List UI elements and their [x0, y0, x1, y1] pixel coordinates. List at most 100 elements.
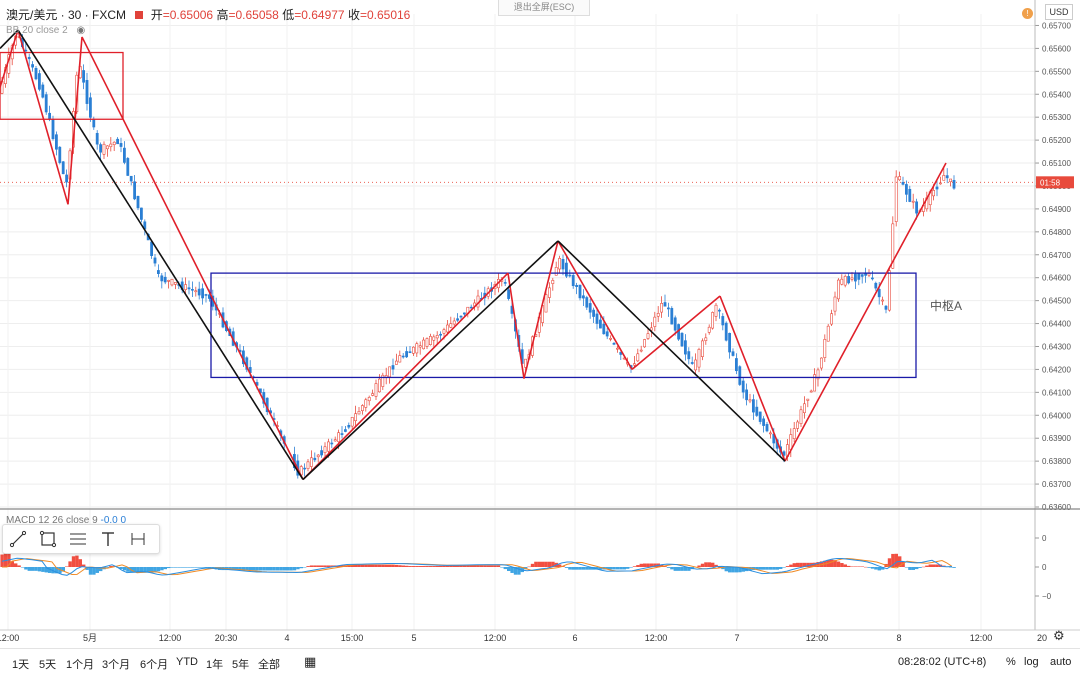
candle-body: [51, 119, 55, 140]
macd-histogram-bar: [721, 567, 725, 570]
macd-histogram-bar: [340, 565, 344, 567]
candle-body: [330, 442, 334, 445]
red-stroke: [17, 29, 69, 205]
macd-histogram-bar: [275, 567, 280, 571]
range-button-7[interactable]: 5年: [232, 659, 250, 671]
macd-histogram-bar: [745, 567, 749, 572]
price-chart[interactable]: 中枢A 0.657000.656000.655000.654000.653000…: [0, 0, 1080, 648]
macd-histogram-bar: [643, 563, 647, 567]
black-stroke: [557, 240, 786, 462]
candle-body: [452, 320, 456, 325]
candle-body: [694, 359, 698, 371]
range-button-4[interactable]: 6个月: [140, 659, 169, 671]
macd-histogram-bar: [785, 566, 790, 567]
macd-histogram-bar: [629, 567, 633, 568]
settings-gear-icon[interactable]: ⚙: [1053, 628, 1065, 643]
candle-body: [343, 429, 347, 432]
candle-body: [544, 294, 548, 313]
macd-histogram-bar: [204, 567, 208, 568]
macd-histogram-bar: [190, 567, 195, 568]
time-tick-label: 20:30: [215, 633, 238, 643]
candle-body: [612, 343, 616, 345]
range-button-1[interactable]: 5天: [39, 659, 57, 671]
log-toggle[interactable]: log: [1024, 656, 1039, 668]
candle-body: [680, 332, 684, 347]
candle-body: [666, 307, 670, 310]
candle-body: [782, 451, 786, 456]
macd-histogram-bar: [558, 564, 562, 567]
macd-tick-label: −0: [1042, 592, 1052, 601]
eye-icon[interactable]: ◉: [76, 25, 86, 36]
macd-histogram-bar: [184, 567, 188, 568]
currency-button[interactable]: USD: [1045, 4, 1073, 20]
measure-tool[interactable]: [123, 525, 153, 553]
macd-histogram-bar: [782, 567, 786, 568]
macd-histogram-bar: [915, 567, 919, 570]
candle-body: [309, 457, 313, 467]
macd-histogram-bar: [65, 566, 69, 567]
macd-histogram-bar: [595, 567, 599, 570]
candle-body: [150, 241, 154, 256]
trend-line-tool[interactable]: [3, 525, 33, 553]
indicator-label[interactable]: BB 20 close 2 ◉: [6, 25, 85, 36]
rectangle-tool[interactable]: [33, 525, 63, 553]
candle-body: [755, 406, 759, 416]
macd-histogram-bar: [857, 566, 861, 567]
macd-histogram-bar: [442, 565, 446, 567]
red-stroke: [523, 240, 559, 379]
macd-histogram-bar: [796, 562, 800, 567]
macd-histogram-bar: [313, 565, 317, 567]
macd-histogram-bar: [806, 562, 810, 567]
macd-histogram-bar: [432, 566, 436, 567]
range-button-3[interactable]: 3个月: [102, 659, 131, 671]
macd-histogram-bar: [255, 567, 259, 571]
macd-histogram-bar: [439, 565, 443, 567]
alert-icon[interactable]: !: [1022, 8, 1033, 19]
macd-histogram-bar: [405, 565, 409, 567]
candle-body: [367, 397, 371, 402]
macd-histogram-bar: [422, 566, 426, 567]
price-tick-label: 0.64300: [1042, 342, 1071, 351]
macd-histogram-bar: [609, 567, 613, 570]
auto-toggle[interactable]: auto: [1050, 656, 1072, 668]
symbol-title[interactable]: 澳元/美元 · 30 · FXCM: [6, 8, 127, 22]
exit-fullscreen-button[interactable]: 退出全屏(ESC): [498, 0, 590, 16]
macd-histogram-bar: [153, 567, 157, 573]
macd-histogram-bar: [150, 567, 154, 573]
price-tick-label: 0.63600: [1042, 503, 1071, 512]
measure-icon: [131, 533, 145, 545]
macd-histogram-bar: [78, 559, 82, 567]
candle-body: [932, 190, 936, 197]
candle-body: [503, 282, 507, 284]
macd-histogram-bar: [462, 565, 467, 567]
candle-body: [381, 374, 385, 387]
range-button-0[interactable]: 1天: [12, 659, 30, 671]
range-button-5[interactable]: YTD: [176, 656, 198, 668]
macd-histogram-bar: [75, 555, 79, 567]
time-tick-label: 6: [572, 633, 577, 643]
calendar-icon[interactable]: ▦: [304, 654, 317, 669]
candle-body: [326, 441, 330, 452]
macd-label[interactable]: MACD 12 26 close 9 -0.0 0: [6, 515, 126, 526]
text-tool[interactable]: [93, 525, 123, 553]
macd-histogram-bar: [802, 562, 807, 567]
macd-histogram-bar: [17, 565, 21, 567]
macd-histogram-bar: [299, 567, 303, 569]
macd-histogram-bar: [775, 567, 779, 570]
candle-body: [340, 433, 344, 435]
percent-toggle[interactable]: %: [1006, 656, 1016, 668]
range-button-6[interactable]: 1年: [206, 659, 224, 671]
range-button-2[interactable]: 1个月: [66, 659, 95, 671]
price-tick-label: 0.65500: [1042, 67, 1071, 76]
candle-body: [153, 257, 157, 264]
macd-line: [1, 557, 953, 576]
candle-body: [823, 339, 827, 358]
candle-body: [371, 393, 375, 396]
macd-histogram-bar: [415, 566, 419, 567]
range-button-8[interactable]: 全部: [258, 659, 280, 671]
fib-tool[interactable]: [63, 525, 93, 553]
candle-body: [99, 144, 103, 153]
macd-histogram-bar: [741, 567, 745, 572]
candle-body: [656, 313, 660, 317]
macd-histogram-bar: [92, 567, 96, 575]
